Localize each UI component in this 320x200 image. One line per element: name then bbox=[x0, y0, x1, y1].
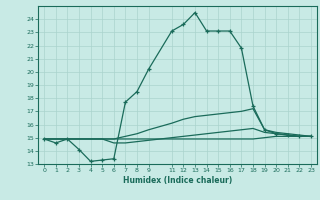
X-axis label: Humidex (Indice chaleur): Humidex (Indice chaleur) bbox=[123, 176, 232, 185]
